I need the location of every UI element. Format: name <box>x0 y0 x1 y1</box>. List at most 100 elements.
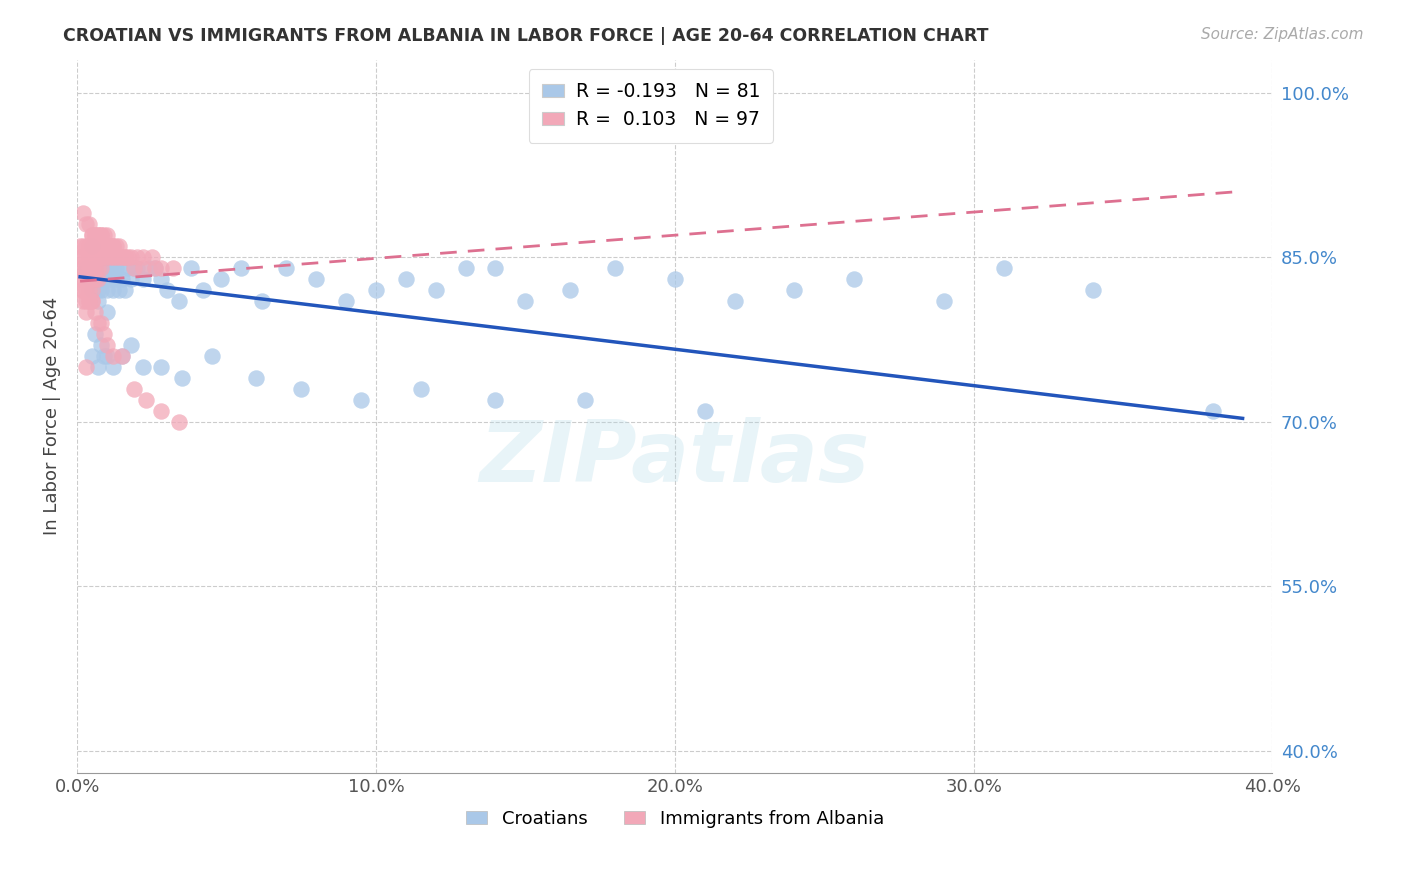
Point <box>80 283 103 297</box>
Point <box>93 272 115 286</box>
Point <box>209 272 232 286</box>
Point <box>87 261 110 276</box>
Point <box>693 403 716 417</box>
Point <box>603 261 626 276</box>
Point <box>69 283 91 297</box>
Point <box>993 261 1015 276</box>
Point <box>84 239 107 253</box>
Point <box>98 272 121 286</box>
Point <box>84 305 107 319</box>
Point <box>87 228 110 243</box>
Point <box>77 293 100 308</box>
Point <box>84 272 107 286</box>
Point <box>783 283 806 297</box>
Point <box>120 272 142 286</box>
Point <box>932 293 955 308</box>
Point <box>72 261 94 276</box>
Point <box>96 239 118 253</box>
Point <box>69 250 91 264</box>
Point <box>98 250 121 264</box>
Point <box>101 261 124 276</box>
Point <box>350 392 373 407</box>
Point <box>96 228 118 243</box>
Point <box>101 359 124 374</box>
Point <box>98 261 121 276</box>
Point <box>75 272 97 286</box>
Y-axis label: In Labor Force | Age 20-64: In Labor Force | Age 20-64 <box>44 297 60 535</box>
Point <box>87 228 110 243</box>
Point <box>560 283 582 297</box>
Point <box>87 272 110 286</box>
Point <box>120 338 142 352</box>
Point <box>90 283 112 297</box>
Point <box>149 359 172 374</box>
Point <box>77 293 100 308</box>
Point <box>143 261 166 276</box>
Point <box>87 250 110 264</box>
Point <box>167 415 190 429</box>
Point <box>84 272 107 286</box>
Point <box>1083 283 1105 297</box>
Point <box>80 228 103 243</box>
Point <box>77 261 100 276</box>
Point <box>574 392 596 407</box>
Point <box>90 261 112 276</box>
Point <box>75 261 97 276</box>
Point <box>156 283 179 297</box>
Point <box>72 293 94 308</box>
Point <box>842 272 865 286</box>
Point <box>149 261 172 276</box>
Point <box>101 239 124 253</box>
Point <box>276 261 298 276</box>
Point <box>335 293 357 308</box>
Point <box>75 305 97 319</box>
Point <box>1202 403 1225 417</box>
Point <box>143 261 166 276</box>
Point <box>515 293 537 308</box>
Point <box>77 272 100 286</box>
Legend: Croatians, Immigrants from Albania: Croatians, Immigrants from Albania <box>458 803 891 835</box>
Point <box>409 382 432 396</box>
Point <box>108 283 131 297</box>
Point <box>72 283 94 297</box>
Point <box>72 272 94 286</box>
Point <box>72 206 94 220</box>
Point <box>305 272 328 286</box>
Point <box>290 382 312 396</box>
Point <box>90 228 112 243</box>
Point <box>93 326 115 341</box>
Point <box>200 349 222 363</box>
Point <box>80 272 103 286</box>
Point <box>77 217 100 231</box>
Point <box>96 250 118 264</box>
Point <box>132 272 155 286</box>
Point <box>87 359 110 374</box>
Point <box>484 392 506 407</box>
Point <box>138 261 160 276</box>
Point <box>245 371 267 385</box>
Point <box>80 293 103 308</box>
Point <box>98 239 121 253</box>
Text: Source: ZipAtlas.com: Source: ZipAtlas.com <box>1201 27 1364 42</box>
Point <box>395 272 418 286</box>
Point <box>77 272 100 286</box>
Point <box>104 250 127 264</box>
Point <box>93 228 115 243</box>
Point <box>80 261 103 276</box>
Point <box>122 261 145 276</box>
Point <box>77 239 100 253</box>
Point <box>252 293 274 308</box>
Point <box>87 293 110 308</box>
Point <box>96 239 118 253</box>
Point <box>122 261 145 276</box>
Point <box>87 261 110 276</box>
Point <box>93 239 115 253</box>
Point <box>84 228 107 243</box>
Point <box>114 283 136 297</box>
Point <box>69 239 91 253</box>
Point <box>723 293 745 308</box>
Point <box>90 272 112 286</box>
Point <box>135 392 157 407</box>
Point <box>96 283 118 297</box>
Point <box>664 272 686 286</box>
